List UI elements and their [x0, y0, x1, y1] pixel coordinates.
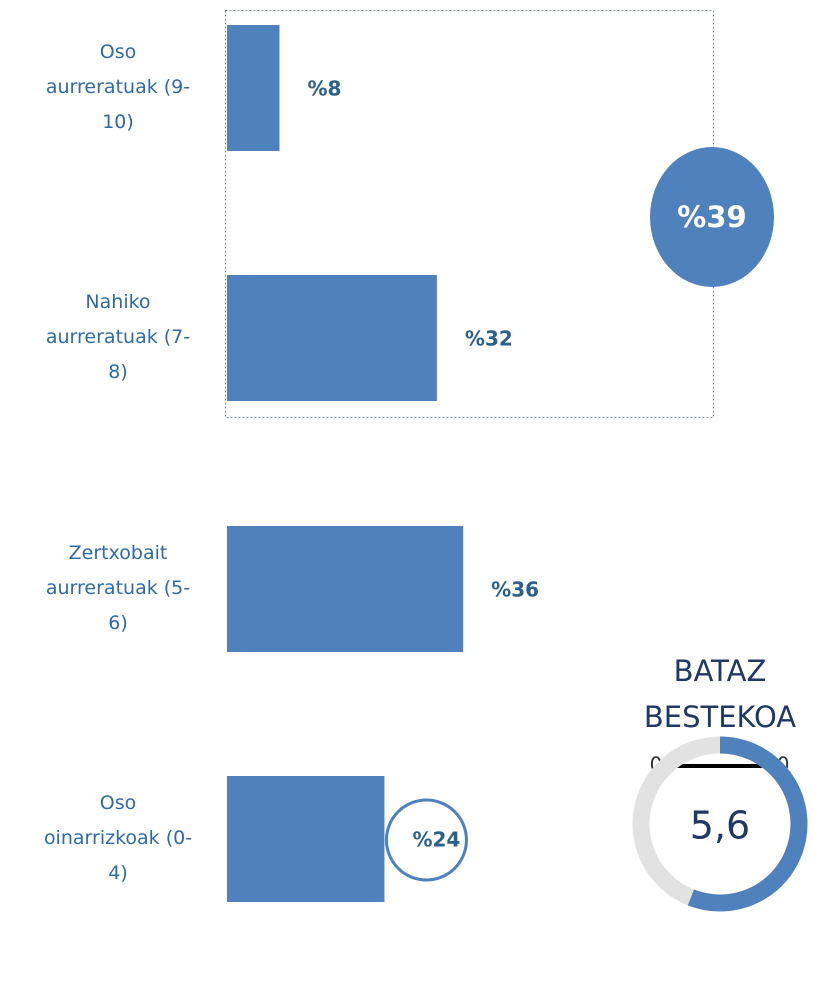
- bar: [227, 25, 280, 151]
- group-box: [225, 10, 714, 418]
- category-label: Oso aurreratuak (9- 10): [45, 41, 191, 133]
- category-label: Nahiko aurreratuak (7- 8): [45, 291, 191, 383]
- category-label: Zertxobait aurreratuak (5- 6): [45, 542, 191, 634]
- gauge-title: BATAZ BESTEKOA: [643, 654, 797, 734]
- bar: [227, 526, 464, 652]
- value-label: %8: [307, 77, 341, 101]
- total-bubble: [650, 147, 774, 287]
- value-label: %32: [465, 327, 513, 351]
- category-label: Oso oinarrizkoak (0- 4): [43, 792, 193, 884]
- highlight-circle: [384, 798, 468, 882]
- bar: [227, 275, 437, 401]
- total-label: %39: [677, 200, 746, 234]
- value-label: %24: [412, 828, 460, 852]
- gauge-arc: [687, 736, 808, 912]
- bar: [227, 776, 385, 902]
- gauge-value: 5,6: [690, 804, 750, 848]
- value-label: %36: [491, 578, 539, 602]
